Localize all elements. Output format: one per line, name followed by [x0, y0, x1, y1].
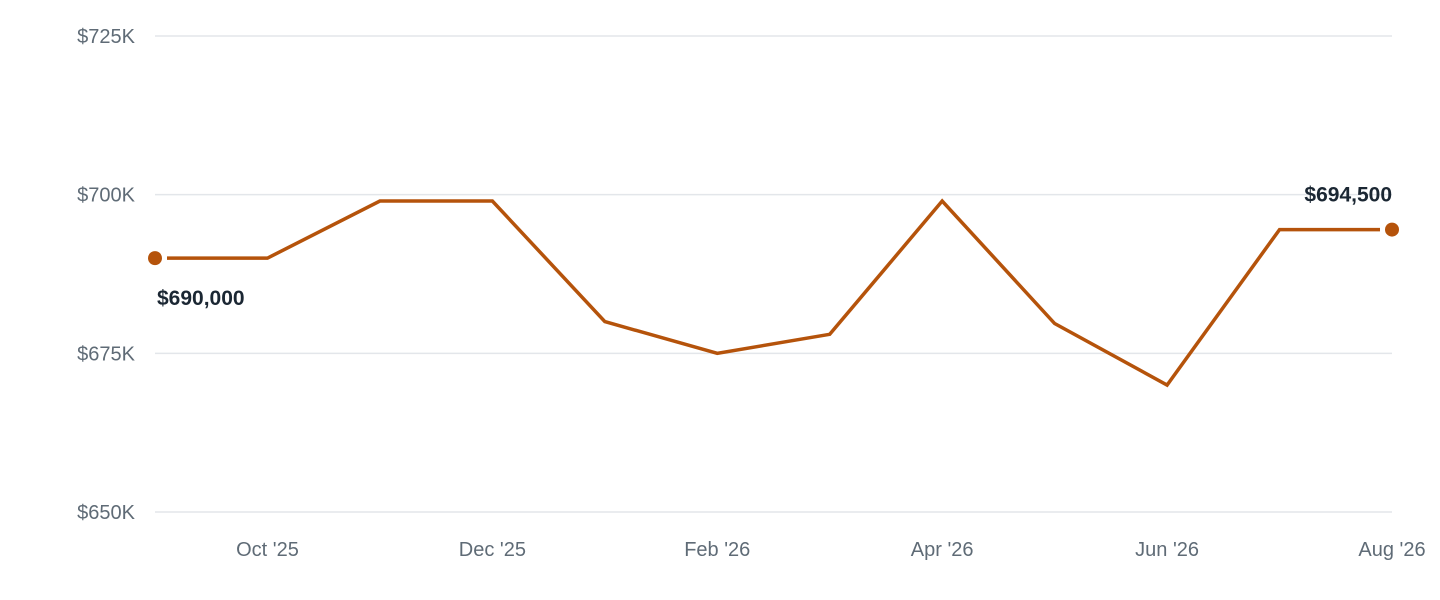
start-value-label: $690,000: [157, 287, 245, 310]
x-tick-label: Feb '26: [684, 539, 750, 561]
x-axis: Oct '25 Dec '25 Feb '26 Apr '26 Jun '26 Aug '…: [236, 539, 1426, 561]
x-tick-label: Oct '25: [236, 539, 299, 561]
y-axis: $650K $675K $700K $725K: [77, 26, 135, 524]
annotations: $690,000 $694,500: [157, 184, 1392, 311]
grid: [155, 35, 1392, 513]
series-line: [167, 198, 1380, 388]
start-point-marker: [148, 251, 162, 266]
y-tick-label: $650K: [77, 502, 135, 524]
end-value-label: $694,500: [1304, 184, 1392, 207]
series: [148, 198, 1399, 388]
end-point-marker: [1385, 222, 1399, 237]
x-tick-label: Apr '26: [911, 539, 974, 561]
x-tick-label: Jun '26: [1135, 539, 1199, 561]
x-tick-label: Dec '25: [459, 539, 526, 561]
y-tick-label: $675K: [77, 343, 135, 365]
y-tick-label: $700K: [77, 185, 135, 207]
y-tick-label: $725K: [77, 26, 135, 48]
x-tick-label: Aug '26: [1358, 539, 1425, 561]
